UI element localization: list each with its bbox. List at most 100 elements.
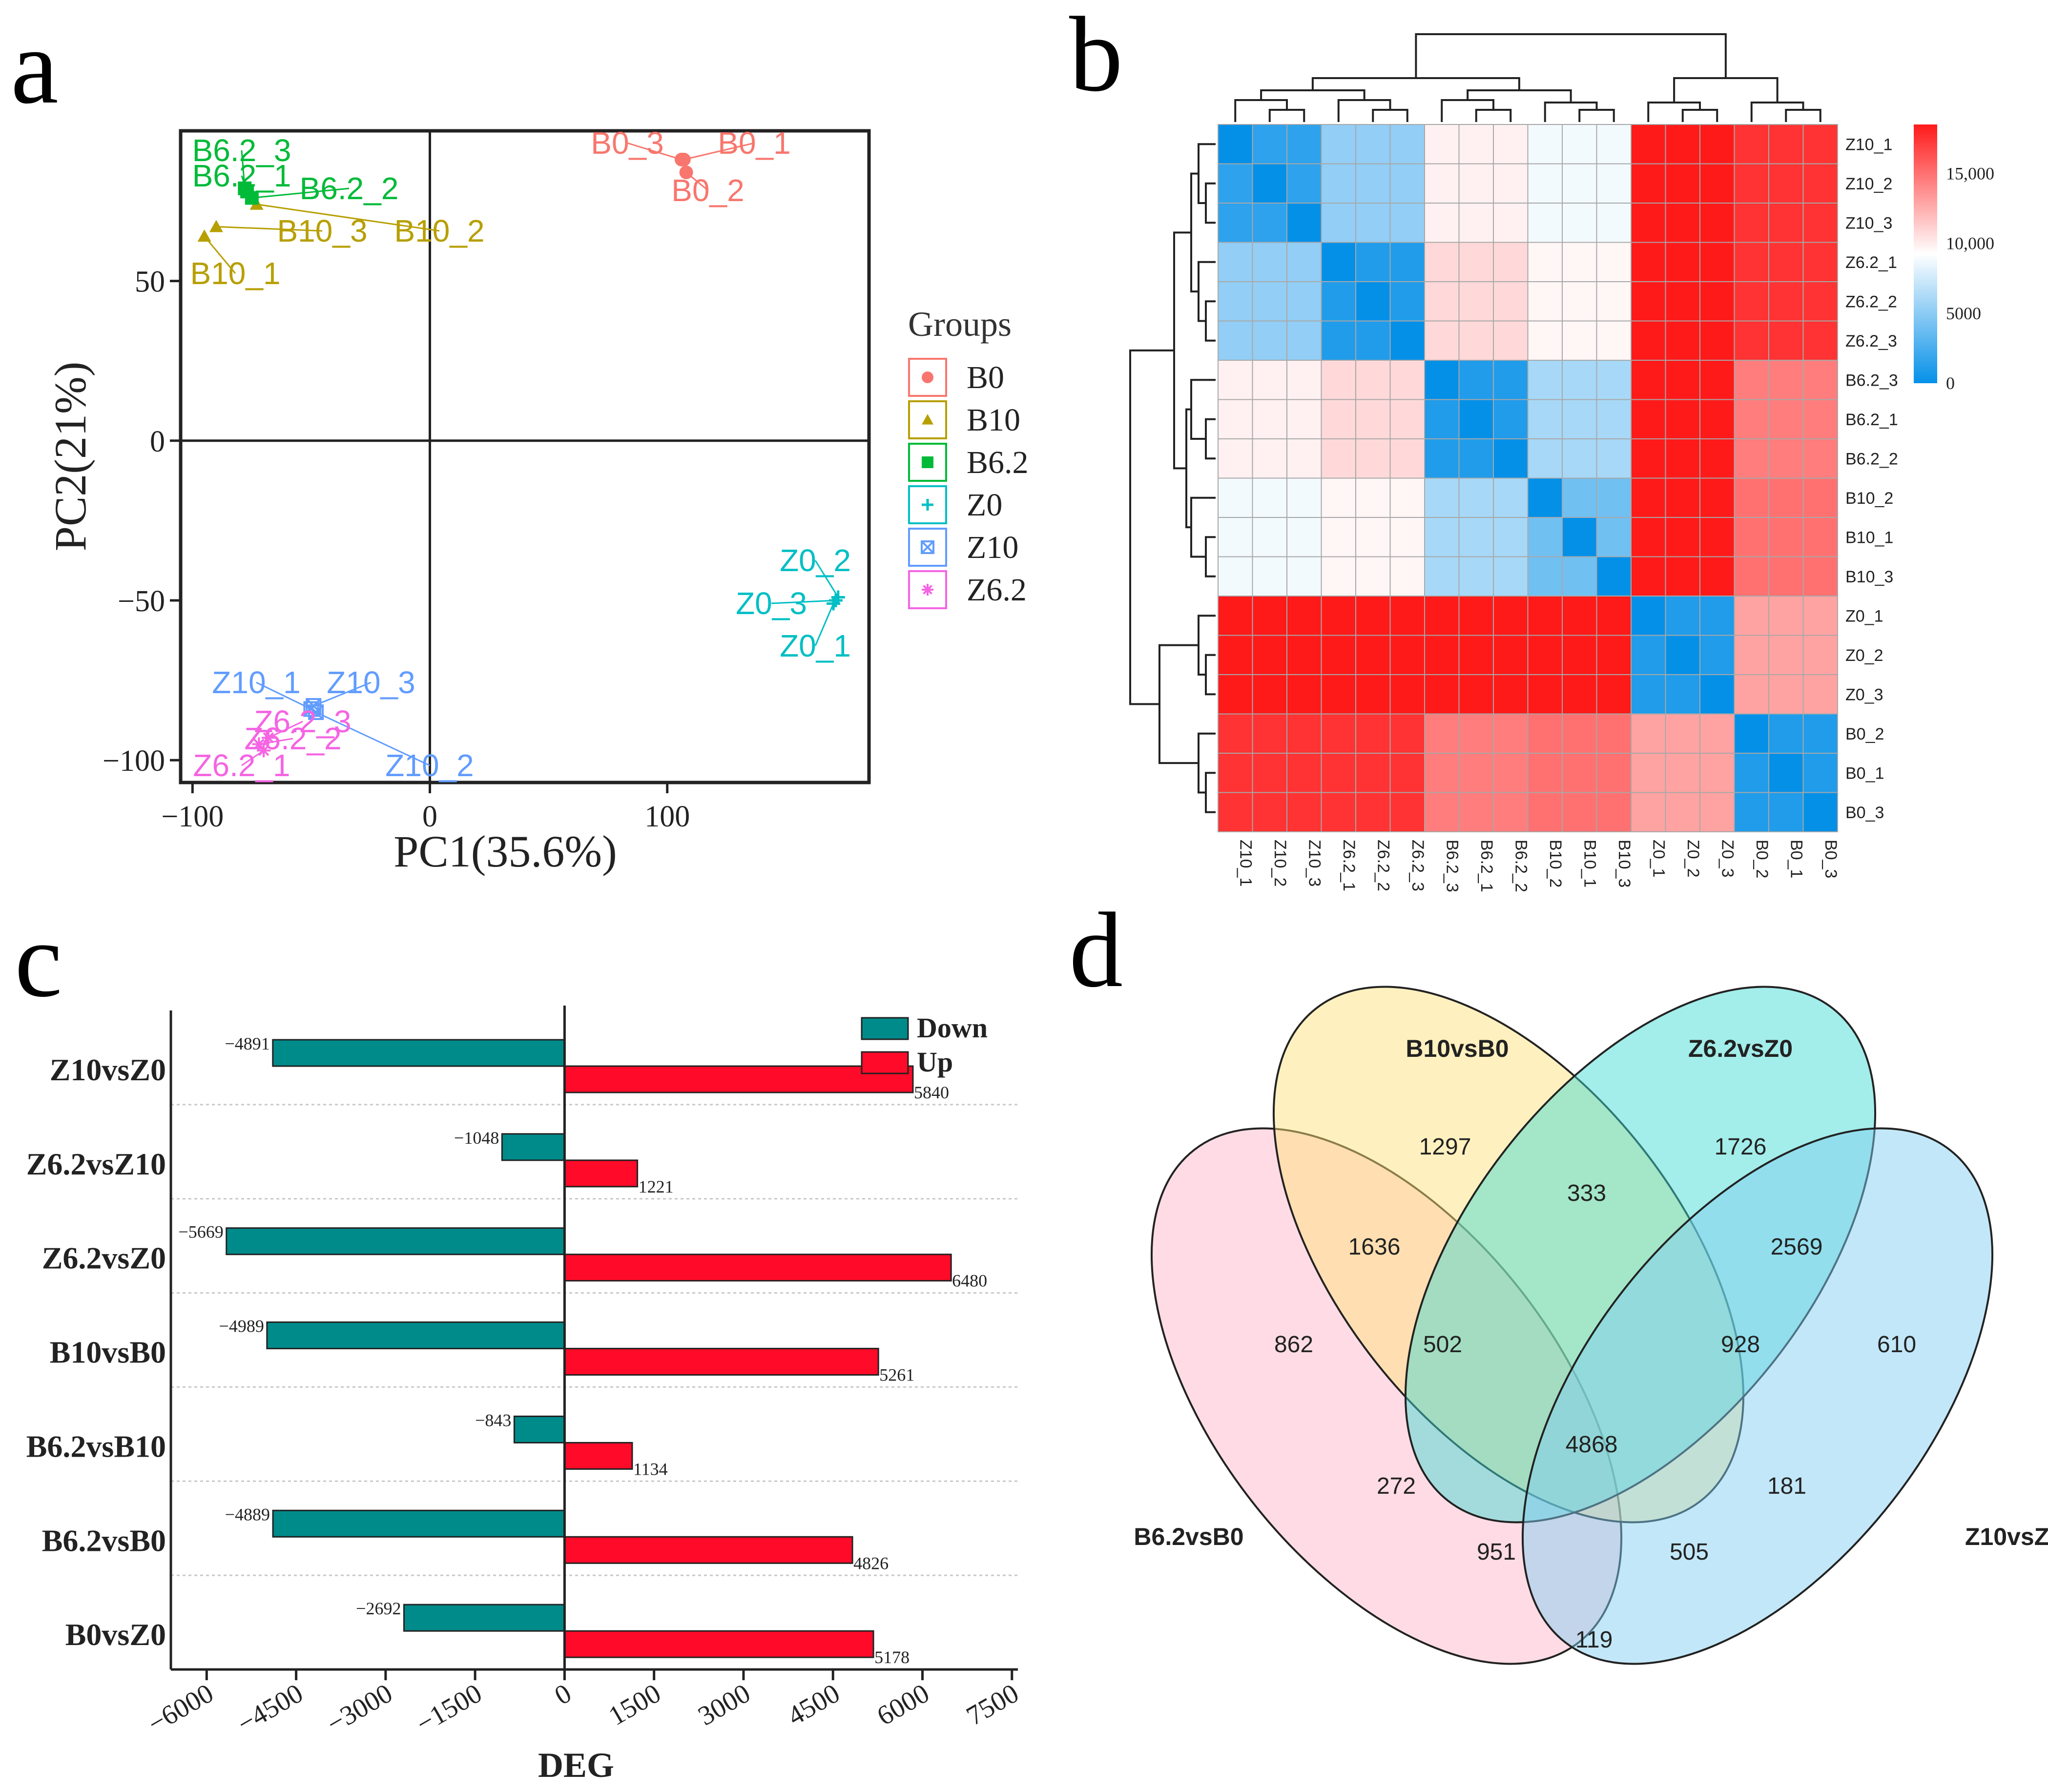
heatmap-cell <box>1355 163 1391 204</box>
heatmap-cell <box>1252 792 1287 832</box>
venn-set-label: B6.2vsB0 <box>1134 1523 1243 1550</box>
heatmap-cell <box>1252 360 1287 400</box>
heatmap-cell <box>1458 124 1494 165</box>
pca-label-connector <box>204 235 236 274</box>
pca-label-connector <box>259 738 293 745</box>
heatmap-cell <box>1458 596 1494 636</box>
heatmap-cell <box>1596 438 1632 479</box>
heatmap-cell <box>1321 556 1356 597</box>
heatmap-cell <box>1699 713 1735 754</box>
bar-bars: −4891 5840 Z10vsZ0 −1048 1221 Z6.2vsZ10 −5669 6… <box>26 1034 987 1667</box>
heatmap-cell <box>1458 792 1494 832</box>
heatmap-cell <box>1631 438 1666 479</box>
heatmap-cell <box>1527 203 1563 243</box>
heatmap-cell <box>1734 635 1769 675</box>
heatmap-cell <box>1286 517 1322 557</box>
pca-x-tick-label: −100 <box>161 800 224 833</box>
bar-down <box>272 1509 565 1538</box>
venn-region-count: 181 <box>1767 1473 1806 1499</box>
bar-down <box>513 1415 565 1443</box>
heatmap-cell <box>1631 753 1666 793</box>
heatmap-col-label: B0_2 <box>1753 840 1771 878</box>
heatmap-cell <box>1355 242 1391 282</box>
pca-point-label: B6.2_2 <box>300 171 399 206</box>
pca-legend: Groups B0 B10 B6.2 Z0 Z10 Z6.2 <box>908 305 1029 609</box>
dendrogram-branch <box>1198 732 1216 794</box>
heatmap-cell <box>1252 438 1287 479</box>
heatmap-cell <box>1527 320 1563 361</box>
heatmap-col-label: B10_3 <box>1615 840 1634 887</box>
heatmap-cell <box>1802 477 1838 518</box>
heatmap-cell <box>1802 674 1838 715</box>
bar-x-axis-title: DEG <box>538 1746 614 1785</box>
heatmap-col-label: Z0_1 <box>1649 840 1668 878</box>
heatmap-cell <box>1286 674 1322 715</box>
heatmap-cell <box>1768 281 1804 322</box>
panel-letter-c: c <box>15 900 62 1019</box>
heatmap-cell <box>1424 242 1460 282</box>
heatmap-cell <box>1596 477 1632 518</box>
bar-down-value-label: −4989 <box>219 1317 264 1336</box>
heatmap-cell <box>1286 163 1322 204</box>
heatmap-cell <box>1493 713 1529 754</box>
heatmap-cell <box>1596 124 1632 165</box>
heatmap-cell <box>1286 713 1322 754</box>
pca-point-label: Z0_1 <box>780 628 851 663</box>
heatmap-cell <box>1734 438 1769 479</box>
heatmap-cell <box>1802 203 1838 243</box>
pca-legend-key <box>908 358 947 397</box>
correlation-heatmap-panel: Z10_1 Z10_2 Z10_3 Z6.2_1 Z6.2_2 Z6.2_3 B6.2_3 B… <box>1129 33 1994 892</box>
heatmap-cell <box>1389 242 1425 282</box>
dendrogram-branch <box>1198 143 1216 204</box>
heatmap-cell <box>1699 596 1735 636</box>
heatmap-cell <box>1218 438 1253 479</box>
pca-point-marker <box>922 499 933 511</box>
bar-up <box>563 1630 874 1658</box>
heatmap-cell <box>1631 674 1666 715</box>
heatmap-cell <box>1768 477 1804 518</box>
heatmap-cell <box>1389 399 1425 439</box>
colorbar-bar <box>1914 124 1937 383</box>
heatmap-cell <box>1321 124 1356 165</box>
pca-point-label: Z6.2_1 <box>193 748 290 783</box>
heatmap-cell <box>1527 360 1563 400</box>
heatmap-cell <box>1458 517 1494 557</box>
heatmap-cell <box>1562 517 1597 557</box>
heatmap-cell <box>1699 242 1735 282</box>
heatmap-cell <box>1631 242 1666 282</box>
heatmap-cell <box>1493 281 1529 322</box>
heatmap-cell <box>1596 163 1632 204</box>
heatmap-cell <box>1768 792 1804 832</box>
heatmap-cell <box>1493 124 1529 165</box>
heatmap-cell <box>1768 713 1804 754</box>
heatmap-cell <box>1527 242 1563 282</box>
bar-x-tick-label: 0 <box>550 1678 577 1711</box>
pca-point-label: B0_2 <box>671 173 744 208</box>
bar-x-tick-label: 7500 <box>961 1678 1024 1732</box>
dendrogram-branch <box>1268 109 1305 122</box>
heatmap-cell <box>1768 674 1804 715</box>
heatmap-cell <box>1665 713 1700 754</box>
heatmap-cell <box>1562 556 1597 597</box>
pca-y-tick-label: 50 <box>135 266 165 299</box>
heatmap-cell <box>1596 556 1632 597</box>
heatmap-col-label: Z6.2_3 <box>1408 840 1427 891</box>
heatmap-cell <box>1631 360 1666 400</box>
pca-point-label: B0_1 <box>718 125 790 161</box>
heatmap-cell <box>1596 203 1632 243</box>
venn-region-count: 119 <box>1575 1627 1613 1653</box>
pca-x-tick-label: 100 <box>644 800 690 833</box>
bar-category-label: B0vsZ0 <box>65 1617 166 1652</box>
heatmap-cell <box>1424 753 1460 793</box>
heatmap-cell <box>1631 320 1666 361</box>
heatmap-row-label: B10_3 <box>1845 568 1893 586</box>
heatmap-cell <box>1596 517 1632 557</box>
bar-up-value-label: 5840 <box>914 1083 949 1102</box>
heatmap-row-label: B6.2_3 <box>1845 371 1898 390</box>
heatmap-cell <box>1355 635 1391 675</box>
pca-legend-label: B6.2 <box>967 445 1029 480</box>
dendrogram-branch <box>1129 349 1174 705</box>
heatmap-cell <box>1424 399 1460 439</box>
venn-region-count: 2569 <box>1771 1234 1823 1260</box>
bar-legend-key <box>861 1051 909 1074</box>
